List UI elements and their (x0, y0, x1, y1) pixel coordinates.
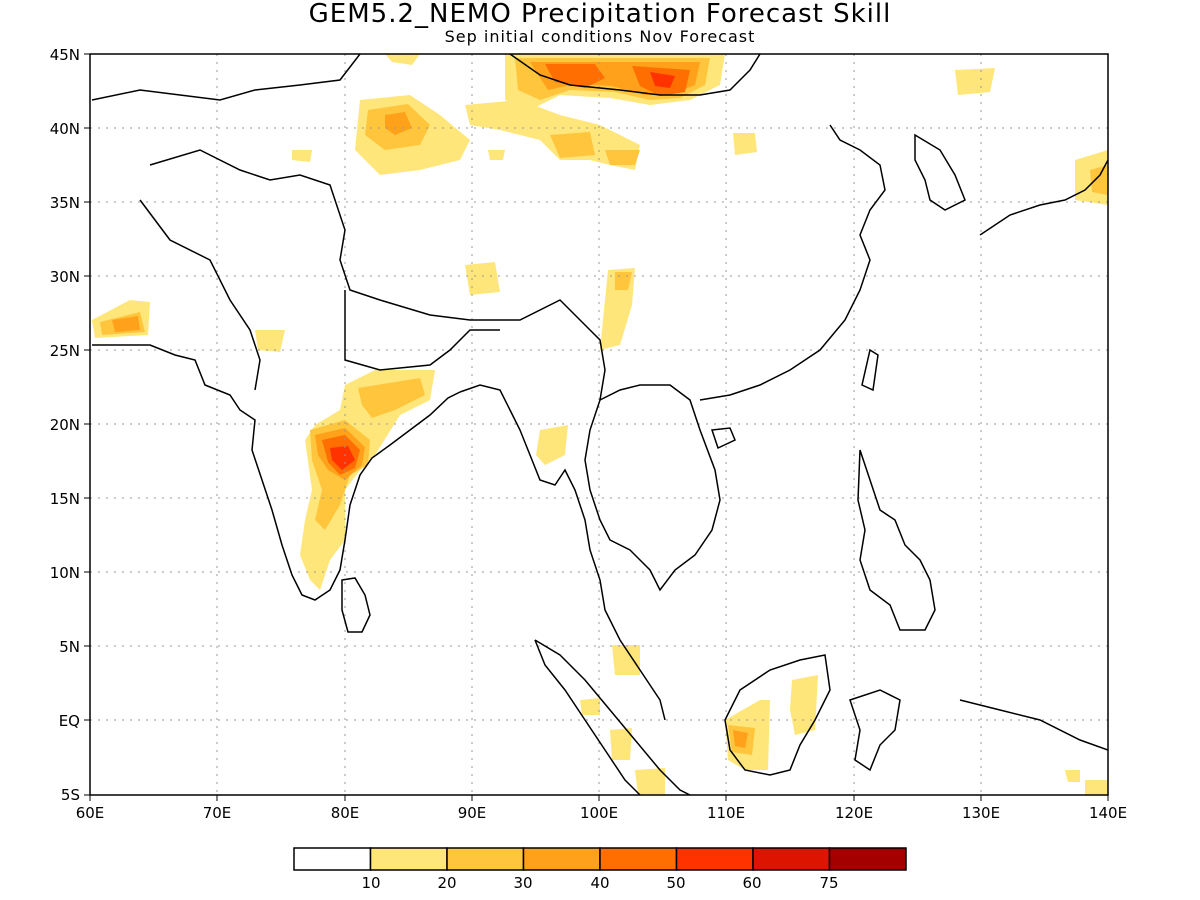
y-tick-label: 15N (50, 490, 80, 508)
x-tick-label: 140E (1089, 804, 1127, 822)
colorbar-label: 30 (513, 874, 532, 892)
skill-region (612, 645, 640, 675)
axis-ticks (84, 53, 1109, 801)
skill-region (536, 425, 568, 465)
x-axis-labels: 60E 70E 80E 90E 100E 110E 120E 130E 140E (76, 804, 1127, 822)
x-tick-label: 60E (76, 804, 105, 822)
y-tick-label: 5N (59, 638, 80, 656)
skill-region (330, 446, 355, 470)
map-gridlines (90, 54, 1108, 795)
x-tick-label: 130E (962, 804, 1000, 822)
skill-region (488, 150, 505, 160)
y-tick-label: EQ (59, 712, 80, 730)
skill-region (790, 675, 818, 735)
skill-region (635, 768, 665, 795)
skill-region (1065, 770, 1080, 782)
colorbar-label: 75 (819, 874, 838, 892)
skill-region (1090, 165, 1108, 195)
map-title: GEM5.2_NEMO Precipitation Forecast Skill (308, 0, 892, 29)
y-tick-label: 30N (50, 268, 80, 286)
colorbar-label: 20 (437, 874, 456, 892)
colorbar-swatch (675, 847, 754, 871)
skill-region (733, 730, 748, 748)
colorbar-swatch (599, 847, 678, 871)
colorbar-label: 60 (742, 874, 761, 892)
skill-region (605, 150, 640, 165)
x-tick-label: 120E (835, 804, 873, 822)
colorbar-swatch (446, 847, 525, 871)
skill-region (550, 132, 595, 158)
y-tick-label: 20N (50, 416, 80, 434)
colorbar-swatch (522, 847, 601, 871)
colorbar-labels: 10 20 30 40 50 60 75 (361, 874, 838, 892)
colorbar-label: 50 (666, 874, 685, 892)
colorbar-label: 10 (361, 874, 380, 892)
x-tick-label: 80E (331, 804, 360, 822)
skill-region (112, 316, 140, 332)
y-tick-label: 40N (50, 120, 80, 138)
skill-region (255, 330, 285, 352)
skill-region (650, 72, 675, 88)
colorbar-swatch (828, 847, 907, 871)
y-tick-label: 10N (50, 564, 80, 582)
skill-region (733, 133, 757, 155)
coastlines-borders (91, 54, 1108, 795)
x-tick-label: 70E (203, 804, 232, 822)
y-tick-label: 35N (50, 194, 80, 212)
skill-region (580, 698, 600, 715)
skill-region (292, 150, 312, 162)
colorbar (293, 847, 907, 871)
colorbar-label: 40 (590, 874, 609, 892)
x-tick-label: 110E (707, 804, 745, 822)
x-tick-label: 100E (580, 804, 618, 822)
skill-region (358, 378, 425, 418)
map-subtitle: Sep initial conditions Nov Forecast (444, 27, 756, 46)
skill-region (610, 728, 632, 760)
skill-region (465, 262, 500, 295)
skill-region (1085, 780, 1108, 795)
skill-shading (92, 54, 1108, 795)
skill-region (955, 68, 995, 95)
skill-region (385, 112, 412, 135)
colorbar-swatch (752, 847, 831, 871)
y-tick-label: 5S (61, 786, 80, 804)
x-tick-label: 90E (458, 804, 487, 822)
y-tick-label: 25N (50, 342, 80, 360)
skill-region (385, 54, 420, 65)
colorbar-swatch (369, 847, 448, 871)
y-axis-labels: 5S EQ 5N 10N 15N 20N 25N 30N 35N 40N 45N (50, 46, 80, 804)
y-tick-label: 45N (50, 46, 80, 64)
colorbar-swatch (293, 847, 372, 871)
